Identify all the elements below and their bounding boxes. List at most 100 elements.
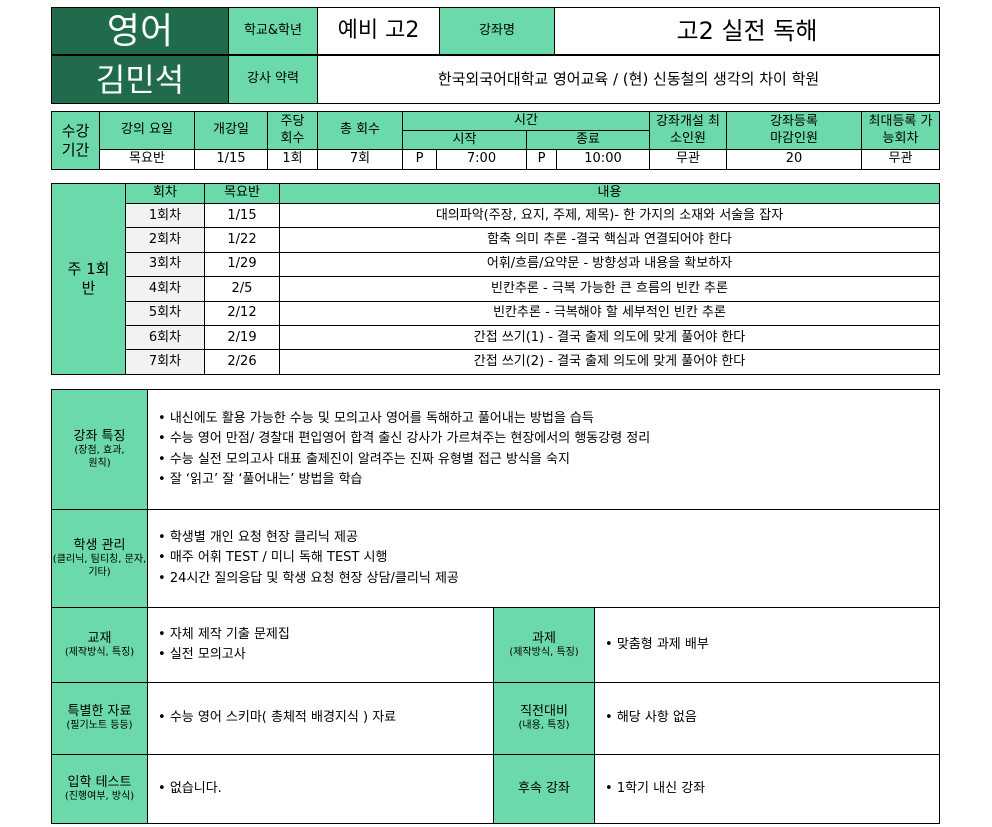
session-header: 회차 bbox=[125, 183, 205, 204]
subject-cell: 영어 bbox=[51, 7, 229, 55]
homework-title: 과제 bbox=[532, 630, 556, 646]
textbook-title: 교재 bbox=[87, 630, 112, 646]
end-time: 10:00 bbox=[556, 149, 650, 170]
entrance-content: 없습니다. bbox=[147, 754, 494, 824]
homework-label: 과제 (제작방식, 특징) bbox=[493, 607, 595, 683]
min-value: 무관 bbox=[649, 149, 727, 170]
schedule-content-cell: 함축 의미 추론 -결국 핵심과 연결되어야 한다 bbox=[279, 227, 940, 253]
followup-content: 1학기 내신 강좌 bbox=[594, 754, 940, 824]
period-label: 수강 기간 bbox=[51, 111, 100, 170]
list-item: 수능 실전 모의고사 대표 출제진이 알려주는 진짜 유형별 접근 방식을 숙지 bbox=[158, 452, 650, 468]
schedule-content-cell: 간접 쓰기(1) - 결국 출제 의도에 맞게 풀어야 한다 bbox=[279, 325, 940, 351]
schedule-date-cell: 2/19 bbox=[204, 325, 280, 351]
deadline-header: 강좌등록 마감인원 bbox=[726, 111, 862, 150]
schedule-date-cell: 2/26 bbox=[204, 349, 280, 375]
schedule-label: 주 1회반 bbox=[51, 183, 126, 375]
list-item: 24시간 질의응답 및 학생 요청 현장 상담/클리닉 제공 bbox=[158, 571, 459, 587]
career-label: 강사 약력 bbox=[228, 55, 318, 104]
schedule-session-cell: 1회차 bbox=[125, 203, 205, 229]
start-time: 7:00 bbox=[436, 149, 527, 170]
final-list: 해당 사항 없음 bbox=[605, 706, 697, 730]
start-ampm: P bbox=[402, 149, 437, 170]
time-start-header: 시작 bbox=[402, 130, 527, 150]
special-content: 수능 영어 스키마( 총체적 배경지식 ) 자료 bbox=[147, 682, 494, 755]
list-item: 잘 ‘읽고’ 잘 ‘풀어내는’ 방법을 학습 bbox=[158, 472, 650, 488]
final-title: 직전대비 bbox=[520, 704, 568, 720]
entrance-list: 없습니다. bbox=[158, 777, 222, 801]
list-item: 매주 어휘 TEST / 미니 독해 TEST 시행 bbox=[158, 550, 459, 566]
special-title: 특별한 자료 bbox=[67, 704, 132, 720]
schedule-session-cell: 5회차 bbox=[125, 300, 205, 326]
final-content: 해당 사항 없음 bbox=[594, 682, 940, 755]
schedule-session-cell: 4회차 bbox=[125, 276, 205, 302]
total-value: 7회 bbox=[317, 149, 403, 170]
schedule-content-cell: 간접 쓰기(2) - 결국 출제 의도에 맞게 풀어야 한다 bbox=[279, 349, 940, 375]
schedule-date-cell: 2/12 bbox=[204, 300, 280, 326]
day-header: 강의 요일 bbox=[99, 111, 195, 150]
total-header: 총 회수 bbox=[317, 111, 403, 150]
max-value: 무관 bbox=[861, 149, 940, 170]
textbook-list: 자체 제작 기출 문제집실전 모의고사 bbox=[158, 623, 290, 668]
followup-label: 후속 강좌 bbox=[493, 754, 595, 824]
features-content: 내신에도 활용 가능한 수능 및 모의고사 영어를 독해하고 풀어내는 방법을 … bbox=[147, 389, 940, 510]
teacher-cell: 김민석 bbox=[51, 55, 229, 104]
homework-list: 맞춤형 과제 배부 bbox=[605, 633, 709, 657]
schedule-content-cell: 빈칸추론 - 극복 가능한 큰 흐름의 빈칸 추론 bbox=[279, 276, 940, 302]
special-sub: (필기노트 등등) bbox=[66, 720, 133, 732]
special-list: 수능 영어 스키마( 총체적 배경지식 ) 자료 bbox=[158, 706, 396, 730]
features-label: 강좌 특징 (장점, 효과, 원칙) bbox=[51, 389, 148, 510]
list-item: 학생별 개인 요청 현장 클리닉 제공 bbox=[158, 530, 459, 546]
management-title: 학생 관리 bbox=[73, 537, 126, 553]
special-label: 특별한 자료 (필기노트 등등) bbox=[51, 682, 148, 755]
date-header: 목요반 bbox=[204, 183, 280, 204]
textbook-content: 자체 제작 기출 문제집실전 모의고사 bbox=[147, 607, 494, 683]
schedule-session-cell: 6회차 bbox=[125, 325, 205, 351]
final-label: 직전대비 (내용, 특징) bbox=[493, 682, 595, 755]
day-value: 목요반 bbox=[99, 149, 195, 170]
school-grade-value: 예비 고2 bbox=[317, 7, 440, 55]
management-sub: (클리닉, 팀티칭, 문자, 기타) bbox=[52, 554, 147, 578]
per-week-value: 1회 bbox=[267, 149, 318, 170]
management-label: 학생 관리 (클리닉, 팀티칭, 문자, 기타) bbox=[51, 509, 148, 608]
entrance-label: 입학 테스트 (진행여부, 방식) bbox=[51, 754, 148, 824]
homework-sub: (제작방식, 특징) bbox=[509, 646, 579, 658]
features-sub: (장점, 효과, 원칙) bbox=[74, 445, 125, 469]
textbook-label: 교재 (제작방식, 특징) bbox=[51, 607, 148, 683]
list-item: 실전 모의고사 bbox=[158, 647, 290, 663]
max-header: 최대등록 가능회차 bbox=[861, 111, 940, 150]
followup-title: 후속 강좌 bbox=[518, 780, 570, 796]
time-end-header: 종료 bbox=[526, 130, 650, 150]
management-content: 학생별 개인 요청 현장 클리닉 제공매주 어휘 TEST / 미니 독해 TE… bbox=[147, 509, 940, 608]
schedule-date-cell: 1/15 bbox=[204, 203, 280, 229]
homework-content: 맞춤형 과제 배부 bbox=[594, 607, 940, 683]
list-item: 없습니다. bbox=[158, 781, 222, 797]
schedule-content-cell: 어휘/흐름/요약문 - 방향성과 내용을 확보하자 bbox=[279, 251, 940, 278]
entrance-sub: (진행여부, 방식) bbox=[64, 790, 135, 802]
schedule-session-cell: 7회차 bbox=[125, 349, 205, 375]
list-item: 해당 사항 없음 bbox=[605, 710, 697, 726]
course-name-label: 강좌명 bbox=[439, 7, 555, 55]
list-item: 맞춤형 과제 배부 bbox=[605, 637, 709, 653]
time-header: 시간 bbox=[402, 111, 650, 131]
deadline-value: 20 bbox=[726, 149, 862, 170]
entrance-title: 입학 테스트 bbox=[67, 774, 132, 790]
schedule-content-cell: 빈칸추론 - 극복해야 할 세부적인 빈칸 추론 bbox=[279, 300, 940, 326]
list-item: 수능 영어 만점/ 경찰대 편입영어 합격 출신 강사가 가르쳐주는 현장에서의… bbox=[158, 431, 650, 447]
content-header: 내용 bbox=[279, 183, 940, 204]
school-grade-label: 학교&학년 bbox=[228, 7, 318, 55]
features-title: 강좌 특징 bbox=[73, 428, 126, 444]
final-sub: (내용, 특징) bbox=[518, 720, 570, 732]
management-list: 학생별 개인 요청 현장 클리닉 제공매주 어휘 TEST / 미니 독해 TE… bbox=[158, 526, 459, 591]
course-name-value: 고2 실전 독해 bbox=[554, 7, 940, 55]
followup-list: 1학기 내신 강좌 bbox=[605, 777, 705, 801]
features-list: 내신에도 활용 가능한 수능 및 모의고사 영어를 독해하고 풀어내는 방법을 … bbox=[158, 407, 650, 492]
start-date-value: 1/15 bbox=[194, 149, 268, 170]
list-item: 1학기 내신 강좌 bbox=[605, 781, 705, 797]
per-week-header: 주당 회수 bbox=[267, 111, 318, 150]
schedule-date-cell: 1/22 bbox=[204, 227, 280, 253]
list-item: 자체 제작 기출 문제집 bbox=[158, 627, 290, 643]
start-date-header: 개강일 bbox=[194, 111, 268, 150]
schedule-date-cell: 1/29 bbox=[204, 251, 280, 278]
list-item: 수능 영어 스키마( 총체적 배경지식 ) 자료 bbox=[158, 710, 396, 726]
min-header: 강좌개설 최소인원 bbox=[649, 111, 727, 150]
